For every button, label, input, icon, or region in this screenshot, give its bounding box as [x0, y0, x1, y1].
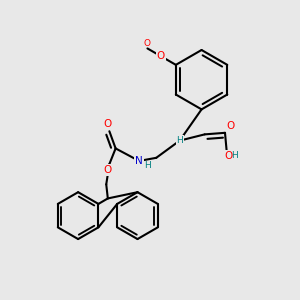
Text: O: O [144, 39, 151, 48]
Text: H: H [176, 136, 183, 145]
Text: O: O [104, 119, 112, 129]
Text: N: N [135, 156, 143, 166]
Text: O: O [224, 151, 232, 160]
Text: O: O [104, 165, 112, 175]
Text: H: H [231, 151, 238, 160]
Text: O: O [226, 121, 235, 131]
Text: O: O [157, 51, 165, 61]
Text: H: H [144, 161, 151, 170]
